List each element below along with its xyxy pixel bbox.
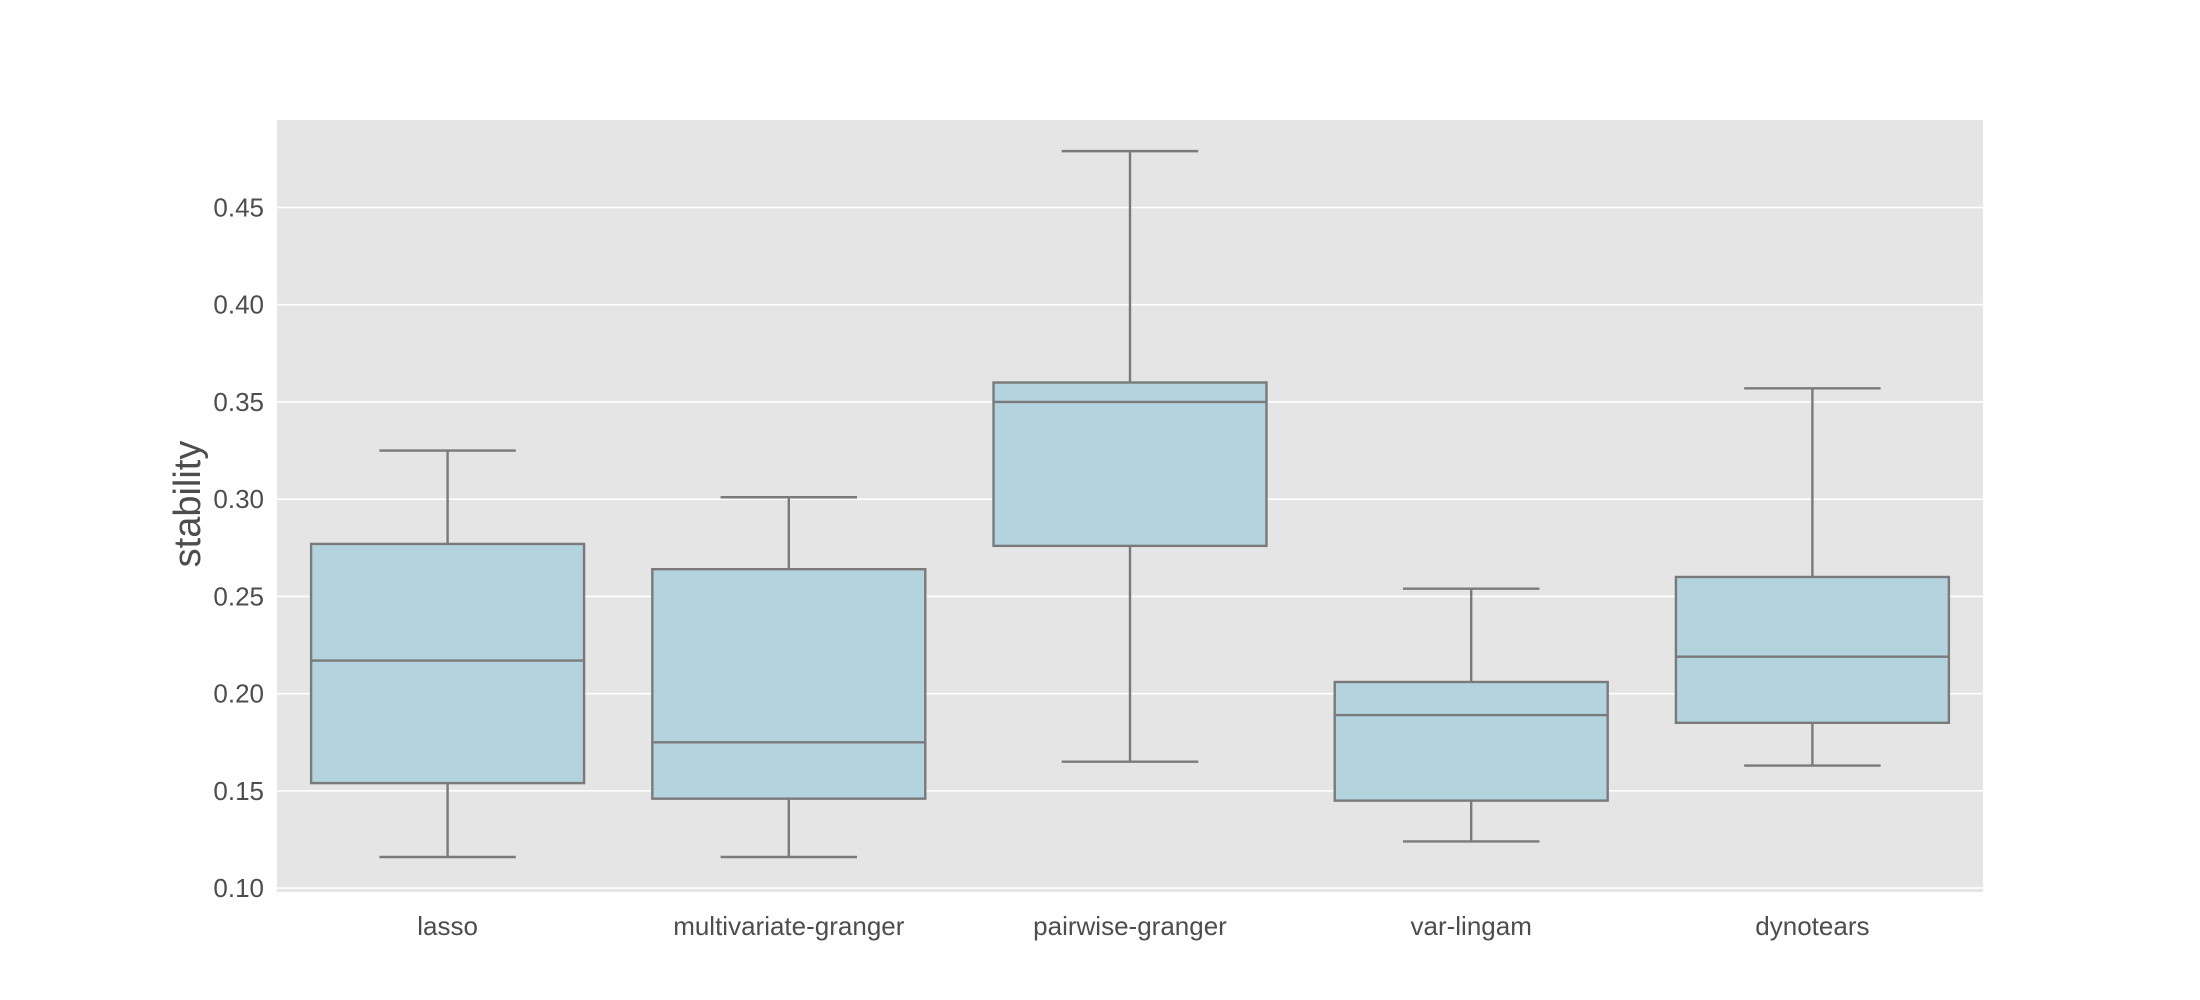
y-tick-label: 0.35: [213, 387, 264, 417]
y-tick-label: 0.40: [213, 290, 264, 320]
box-dynotears: [1674, 387, 1951, 767]
boxes: [309, 149, 1951, 859]
y-tick-label: 0.30: [213, 484, 264, 514]
iqr-box: [1674, 575, 1951, 725]
y-tick-label: 0.25: [213, 581, 264, 611]
y-tick-label: 0.20: [213, 679, 264, 709]
iqr-box: [1333, 680, 1609, 802]
y-tick-label: 0.10: [213, 873, 264, 903]
y-tick-label: 0.45: [213, 193, 264, 223]
box-lasso: [309, 449, 586, 859]
x-tick-label: lasso: [417, 911, 478, 941]
y-tick-labels: 0.10 0.15 0.20 0.25 0.30 0.35 0.40 0.45: [213, 193, 264, 904]
box-var-lingam: [1333, 587, 1609, 843]
iqr-box: [651, 567, 927, 800]
iqr-box: [309, 542, 586, 785]
x-tick-label: multivariate-granger: [673, 911, 905, 941]
x-tick-labels: lasso multivariate-granger pairwise-grange…: [417, 911, 1869, 941]
y-axis-title: stability: [167, 441, 209, 568]
box-pairwise-granger: [992, 149, 1268, 763]
box-multivariate-granger: [651, 496, 927, 859]
x-tick-label: pairwise-granger: [1033, 911, 1227, 941]
y-tick-label: 0.15: [213, 776, 264, 806]
x-tick-label: var-lingam: [1411, 911, 1532, 941]
x-tick-label: dynotears: [1755, 911, 1869, 941]
iqr-box: [992, 381, 1268, 548]
